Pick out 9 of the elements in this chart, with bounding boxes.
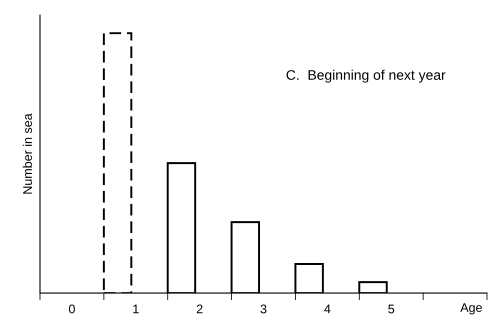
x-tick-label: 5: [388, 304, 394, 314]
x-axis-title: Age: [460, 303, 482, 314]
x-tick-label: 0: [68, 304, 75, 314]
y-axis-title: Number in sea: [22, 113, 32, 194]
x-tick-label: 4: [324, 304, 330, 314]
x-tick-label: 3: [260, 304, 266, 314]
annotation: C. Beginning of next year: [286, 70, 446, 83]
x-tick-label: 1: [133, 304, 139, 314]
x-tick-label: 2: [196, 304, 202, 314]
